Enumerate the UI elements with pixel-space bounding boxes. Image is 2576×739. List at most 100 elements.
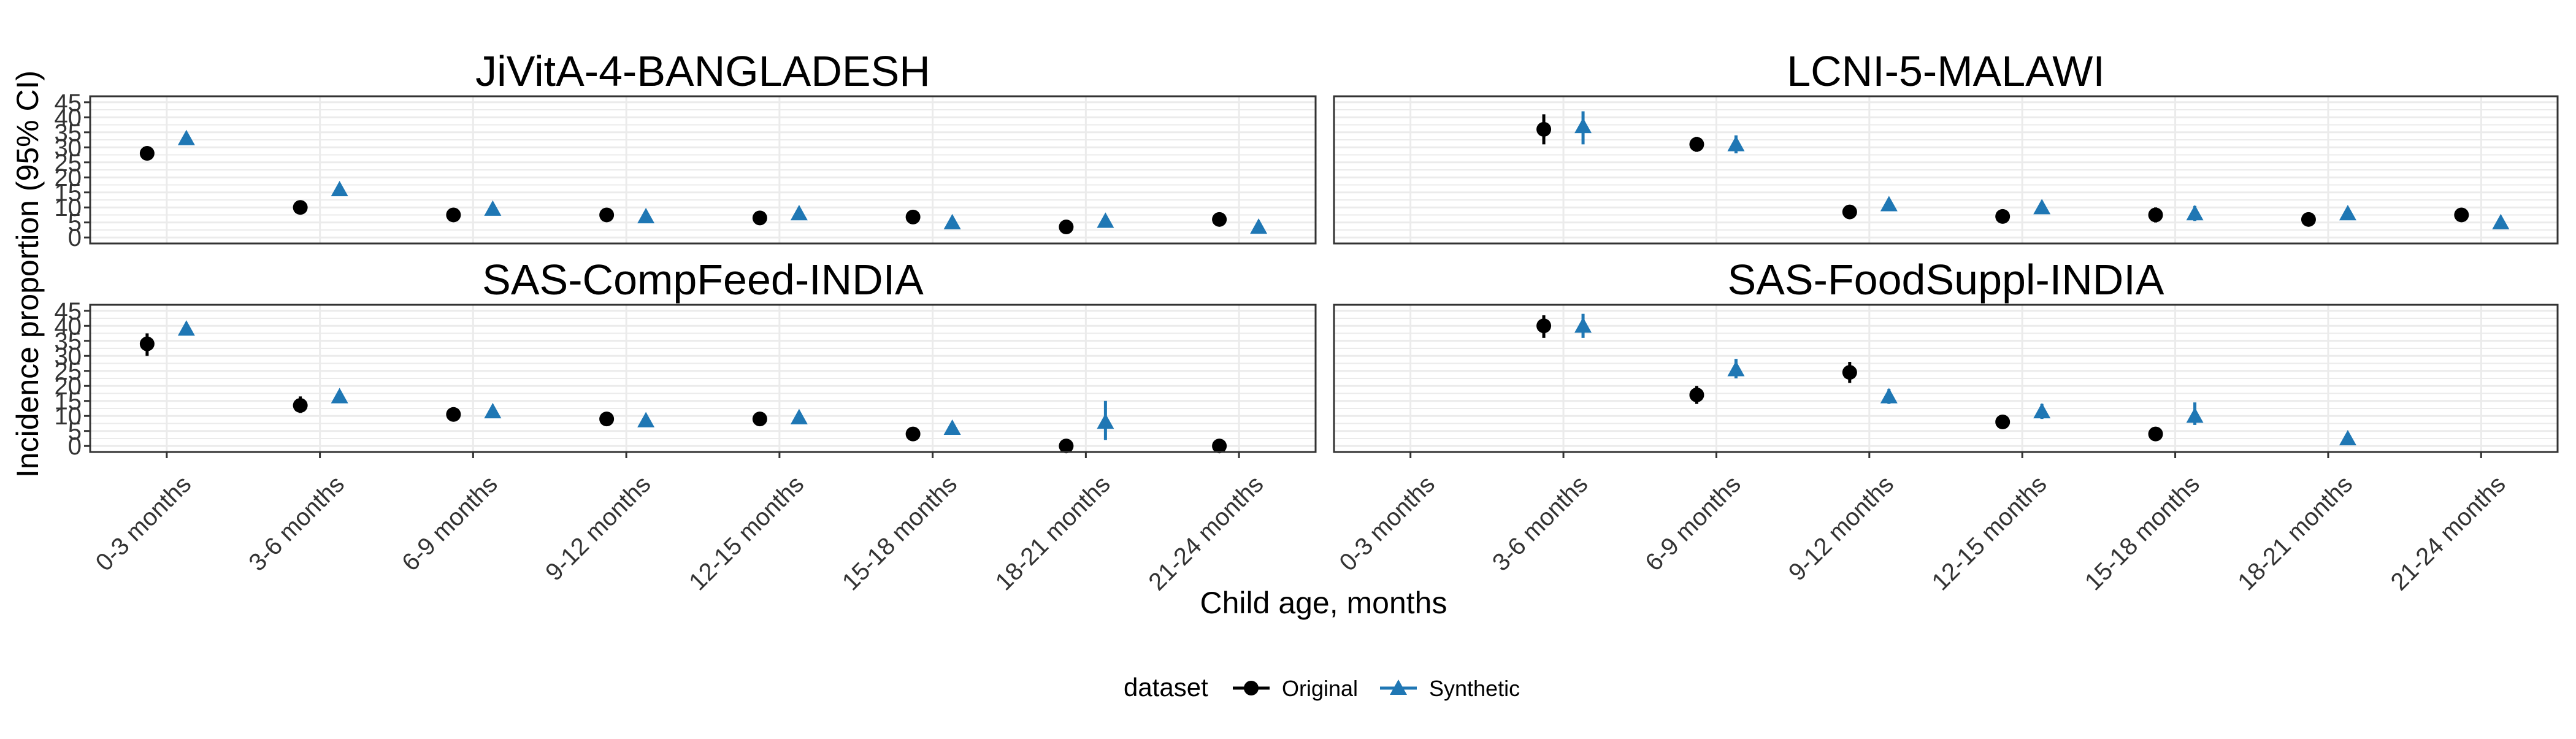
panel-4-point-synthetic	[2339, 429, 2356, 446]
panel-1-point-synthetic	[1097, 212, 1114, 228]
panel-3-y-tick-label: 0	[68, 433, 82, 460]
panel-4-point-original	[1995, 415, 2011, 430]
panel-3-y-tick-label: 5	[68, 418, 82, 445]
panel-2-point-synthetic	[1880, 196, 1898, 212]
panel-2-title: LCNI-5-MALAWI	[1787, 47, 2105, 95]
panel-3-y-tick-label: 20	[55, 373, 82, 400]
panel-3-point-synthetic	[177, 320, 195, 336]
panel-3-point-synthetic	[484, 402, 502, 419]
panel-3-point-original	[1059, 438, 1074, 454]
panel-4-point-synthetic	[2186, 407, 2204, 423]
panel-3-x-tick-label: 12-15 months	[684, 470, 809, 595]
panel-1-point-original	[1059, 220, 1074, 235]
panel-1-point-original	[599, 207, 615, 223]
panel-3-point-original	[599, 412, 615, 427]
panel-2-point-synthetic	[1574, 117, 1592, 134]
legend-key-original	[1244, 681, 1259, 695]
panel-4-point-original	[1842, 365, 1857, 380]
panel-1-point-synthetic	[331, 180, 348, 197]
panel-4-point-synthetic	[1727, 361, 1745, 377]
panel-1-point-synthetic	[637, 207, 655, 224]
panel-1-title: JiVitA-4-BANGLADESH	[475, 47, 930, 95]
panel-3-point-synthetic	[790, 408, 808, 424]
panel-3-border	[89, 304, 1317, 453]
panel-2-point-synthetic	[1727, 136, 1745, 151]
panel-4-x-tick-label: 12-15 months	[1926, 470, 2052, 595]
panel-3-y-tick-label: 40	[55, 313, 82, 340]
panel-3-point-original	[1212, 438, 1227, 454]
panel-4-point-original	[1689, 387, 1704, 402]
panel-4-x-tick-label: 3-6 months	[1487, 470, 1593, 576]
panel-1-point-synthetic	[943, 213, 961, 229]
panel-1-y-tick-label: 20	[55, 164, 82, 191]
panel-4-x-tick-label: 18-21 months	[2233, 470, 2358, 595]
panel-4-point-original	[2148, 426, 2163, 442]
y-axis-title: Incidence proportion (95% CI)	[10, 71, 45, 478]
panel-1-y-tick-label: 0	[68, 224, 82, 251]
panel-1-y-tick-label: 45	[55, 90, 82, 117]
panel-3-x-tick-label: 3-6 months	[243, 470, 350, 576]
panel-3-x-tick-label: 15-18 months	[837, 470, 962, 595]
panel-1-point-original	[752, 210, 767, 226]
panel-3-y-tick-label: 35	[55, 328, 82, 355]
panel-2-point-synthetic	[2033, 199, 2051, 215]
panel-2-point-original	[2148, 207, 2163, 223]
panel-1-point-synthetic	[1250, 218, 1268, 234]
panel-1-y-tick-label: 30	[55, 134, 82, 161]
panel-3-y-tick-label: 10	[55, 403, 82, 430]
panel-1-point-original	[1212, 212, 1227, 227]
panel-4-title: SAS-FoodSuppl-INDIA	[1728, 256, 2164, 304]
panel-1-point-original	[293, 200, 308, 215]
legend-label-synthetic: Synthetic	[1429, 676, 1520, 701]
legend-title: dataset	[1124, 673, 1208, 702]
panel-4-x-tick-label: 15-18 months	[2080, 470, 2205, 595]
panel-3-y-tick-label: 30	[55, 343, 82, 370]
panel-3-x-tick-label: 9-12 months	[540, 470, 656, 586]
panel-2-border	[1333, 95, 2559, 245]
panel-3-y-tick-label: 25	[55, 358, 82, 385]
panel-1-y-tick-label: 15	[55, 180, 82, 207]
panel-3-x-tick-label: 6-9 months	[397, 470, 503, 576]
panel-3-y-tick-label: 45	[55, 298, 82, 325]
panel-3-x-tick-label: 0-3 months	[91, 470, 197, 576]
panel-3-point-synthetic	[637, 412, 655, 427]
panel-1-point-synthetic	[177, 129, 195, 145]
panel-2-point-synthetic	[2186, 205, 2204, 221]
panel-2-point-original	[1995, 209, 2011, 224]
panel-2-point-original	[1689, 137, 1704, 152]
panel-3-point-synthetic	[331, 388, 348, 404]
panel-4-point-synthetic	[1880, 388, 1898, 404]
panel-1-y-tick-label: 35	[55, 120, 82, 147]
legend-label-original: Original	[1282, 676, 1358, 701]
panel-4-point-synthetic	[1574, 317, 1592, 333]
panel-1-y-tick-label: 5	[68, 210, 82, 237]
panel-2-point-synthetic	[2492, 213, 2510, 229]
panel-3-point-synthetic	[943, 419, 961, 435]
panel-3-x-tick-label: 18-21 months	[991, 470, 1116, 595]
panel-3-point-original	[446, 407, 461, 422]
panel-2-point-original	[1842, 204, 1857, 220]
x-axis-title: Child age, months	[1200, 586, 1447, 620]
panel-1-point-synthetic	[484, 200, 502, 216]
panel-1-y-tick-label: 10	[55, 194, 82, 221]
panel-1-point-original	[446, 207, 461, 223]
panel-1-border	[89, 95, 1317, 245]
panel-3-point-original	[905, 426, 921, 442]
panel-1-point-original	[905, 209, 921, 224]
panel-3-title: SAS-CompFeed-INDIA	[482, 256, 924, 304]
legend-key-synthetic	[1390, 680, 1407, 695]
panel-4-x-tick-label: 0-3 months	[1334, 470, 1440, 576]
panel-3-point-original	[139, 336, 155, 351]
panel-3-point-original	[293, 398, 308, 413]
panel-2-point-original	[2454, 207, 2469, 223]
panel-4-border	[1333, 304, 2559, 453]
panel-4-x-tick-label: 6-9 months	[1640, 470, 1746, 576]
panel-3-y-tick-label: 15	[55, 388, 82, 415]
panel-1-y-tick-label: 40	[55, 104, 82, 131]
panel-2-point-original	[1536, 121, 1552, 137]
panel-2-point-original	[2301, 212, 2316, 227]
panel-3-point-synthetic	[1097, 413, 1114, 429]
panel-4-x-tick-label: 21-24 months	[2386, 470, 2511, 595]
